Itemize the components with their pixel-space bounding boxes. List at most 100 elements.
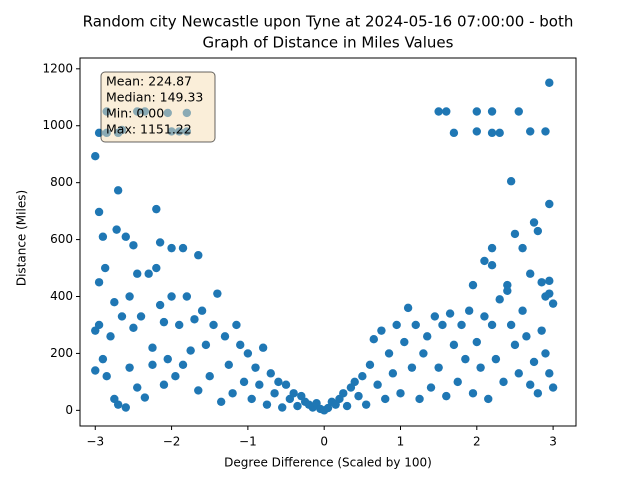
- point: [545, 276, 554, 286]
- point: [487, 260, 497, 270]
- point: [419, 349, 428, 358]
- point: [381, 394, 390, 404]
- point: [472, 337, 481, 347]
- point: [472, 127, 481, 136]
- point: [480, 256, 489, 266]
- point: [510, 229, 520, 239]
- point: [533, 226, 543, 236]
- y-tick-label: 1200: [42, 61, 73, 75]
- point: [117, 312, 127, 321]
- y-tick-label: 400: [50, 289, 73, 303]
- point: [430, 312, 440, 321]
- point: [537, 326, 546, 335]
- point: [106, 332, 115, 341]
- point: [468, 280, 478, 290]
- x-tick-label: 2: [473, 435, 481, 449]
- point: [548, 299, 558, 308]
- axes-frame: [79, 57, 577, 427]
- point: [533, 389, 543, 398]
- x-tick-label: −2: [163, 435, 181, 449]
- x-axis-label: Degree Difference (Scaled by 100): [224, 456, 432, 470]
- point: [541, 292, 550, 301]
- point: [239, 377, 249, 387]
- point: [213, 289, 222, 298]
- point: [529, 357, 539, 367]
- point: [361, 400, 371, 409]
- point: [354, 391, 363, 401]
- point: [407, 363, 417, 372]
- y-axis-label: Distance (Miles): [15, 190, 29, 286]
- point: [392, 320, 401, 330]
- point: [255, 380, 264, 389]
- point: [396, 389, 405, 398]
- x-tick-label: −1: [239, 435, 257, 449]
- point: [526, 269, 535, 278]
- y-tick-label: 800: [50, 175, 73, 189]
- point: [484, 394, 493, 404]
- point: [373, 380, 382, 389]
- chart-title: Random city Newcastle upon Tyne at 2024-…: [83, 13, 574, 31]
- point: [506, 320, 516, 330]
- point: [91, 151, 100, 161]
- y-tick-label: 0: [65, 403, 73, 417]
- point: [232, 320, 241, 330]
- point: [209, 320, 218, 330]
- point: [121, 232, 130, 241]
- point: [388, 369, 398, 378]
- point: [125, 292, 134, 301]
- point: [205, 371, 214, 381]
- point: [449, 340, 459, 350]
- stats-text: Max: 1151.22: [106, 122, 192, 137]
- point: [197, 306, 207, 315]
- point: [499, 377, 508, 387]
- point: [113, 400, 123, 409]
- point: [148, 360, 157, 370]
- y-tick-label: 200: [50, 346, 73, 360]
- point: [236, 340, 245, 350]
- point: [94, 207, 104, 217]
- point: [548, 383, 558, 392]
- point: [247, 394, 256, 404]
- point: [125, 363, 134, 372]
- point: [384, 349, 394, 358]
- point: [541, 127, 550, 136]
- x-tick-label: 3: [549, 435, 557, 449]
- point: [468, 389, 478, 398]
- point: [266, 369, 275, 378]
- point: [136, 312, 146, 321]
- point: [526, 127, 535, 136]
- point: [487, 107, 497, 116]
- point: [94, 320, 104, 330]
- point: [94, 278, 104, 287]
- point: [140, 393, 150, 402]
- point: [461, 354, 470, 364]
- point: [293, 401, 302, 411]
- point: [487, 128, 497, 138]
- point: [403, 303, 413, 313]
- point: [434, 107, 443, 116]
- point: [113, 186, 123, 195]
- point: [377, 326, 386, 335]
- point: [228, 389, 237, 398]
- stats-box: [100, 71, 216, 143]
- point: [121, 403, 130, 412]
- point: [258, 343, 268, 352]
- point: [167, 243, 176, 253]
- point: [102, 371, 111, 381]
- point: [423, 332, 432, 341]
- point: [369, 334, 378, 344]
- point: [449, 128, 459, 138]
- point: [510, 340, 520, 350]
- point: [152, 204, 161, 214]
- point: [442, 391, 451, 401]
- point: [224, 360, 233, 370]
- point: [129, 323, 138, 333]
- point: [415, 394, 424, 404]
- point: [163, 354, 172, 364]
- point: [457, 320, 466, 330]
- point: [342, 401, 352, 411]
- point: [98, 232, 108, 241]
- point: [182, 292, 192, 301]
- point: [281, 380, 291, 389]
